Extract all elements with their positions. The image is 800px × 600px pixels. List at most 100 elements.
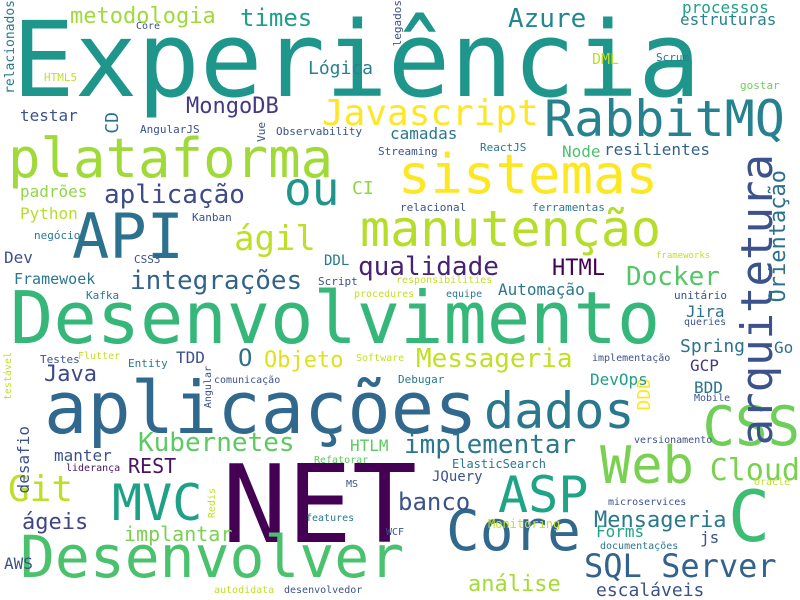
word-aplicacao: aplicação	[104, 180, 245, 210]
word-banco: banco	[398, 488, 471, 516]
word-implantar: implantar	[124, 522, 233, 546]
word-node: Node	[562, 142, 601, 161]
word-testar: testar	[20, 106, 78, 125]
word-integracoes: integrações	[130, 266, 303, 296]
word-qualidade: qualidade	[358, 252, 499, 282]
word-agil: ágil	[234, 219, 316, 259]
word-documentacoes: documentações	[600, 541, 679, 552]
word-software: Software	[356, 353, 405, 364]
word-desenvolver: Desenvolver	[20, 523, 405, 591]
word-ferramentas: ferramentas	[532, 201, 605, 214]
word-bdd: BDD	[694, 378, 723, 397]
word-features: features	[306, 513, 355, 524]
word-azure: Azure	[508, 4, 587, 34]
word-docker: Docker	[626, 262, 720, 292]
word-scrum: Scrum	[656, 51, 690, 64]
word-cloud: Cloud	[709, 453, 800, 488]
word-web: Web	[600, 436, 694, 496]
word-net: NET	[222, 443, 418, 568]
word-desenvolvedor: desenvolvedor	[284, 585, 363, 596]
word-elasticsearch: ElasticSearch	[452, 457, 546, 471]
word-javascript: Javascript	[322, 93, 539, 134]
word-api: API	[72, 200, 184, 273]
word-angularjs: AngularJS	[140, 123, 200, 136]
word-gcp: GCP	[690, 356, 719, 375]
word-resilientes: resilientes	[604, 140, 710, 159]
word-mensageria: Mensageria	[594, 508, 727, 533]
word-framewoek: Framewoek	[14, 270, 96, 288]
word-redis: Redis	[207, 488, 218, 519]
word-js: js	[700, 528, 720, 547]
word-automacao: Automação	[498, 280, 585, 299]
word-relacionados: relacionados	[3, 0, 18, 94]
word-dml: DML	[592, 50, 620, 68]
word-css: CSS	[702, 395, 800, 458]
word-sql-server: SQL Server	[584, 547, 777, 585]
word-aws: AWS	[4, 554, 33, 573]
word-testavel: testável	[3, 352, 14, 401]
word-experiencia: Experiência	[12, 0, 701, 121]
word-desafio: desafio	[14, 426, 33, 494]
word-html5: HTML5	[44, 71, 78, 84]
word-queries: queries	[684, 317, 727, 328]
word-ci: CI	[352, 178, 374, 199]
word-spring: Spring	[680, 336, 746, 357]
word-observability: Observability	[276, 125, 363, 138]
word-streaming: Streaming	[378, 145, 438, 158]
word-refatorar: Refatorar	[314, 455, 369, 466]
word-cd: CD	[102, 112, 123, 134]
word-analise: análise	[468, 572, 561, 597]
word-script: Script	[318, 275, 358, 288]
word-estruturas: estruturas	[680, 10, 777, 29]
word-oracle: Oracle	[754, 477, 791, 488]
word-reactjs: ReactJS	[480, 141, 527, 154]
word-monitoring: Monitoring	[488, 517, 561, 531]
word-core: Core	[136, 21, 161, 32]
word-legados: legados	[391, 0, 404, 47]
word-devops: DevOps	[590, 370, 648, 389]
word-wcf: WCF	[386, 527, 405, 538]
word-o: O	[238, 344, 253, 372]
word-negocio: negócio	[34, 229, 81, 242]
word-camadas: camadas	[390, 124, 458, 143]
word-kanban: Kanban	[192, 211, 232, 224]
word-aplicacoes: aplicações	[44, 366, 478, 450]
word-messageria: Messageria	[416, 344, 573, 374]
word-entity: Entity	[128, 357, 168, 370]
word-mvc: MVC	[112, 474, 203, 532]
word-manter: manter	[54, 446, 112, 465]
word-css3: CSS3	[134, 253, 161, 266]
word-microservices: microservices	[608, 497, 687, 508]
word-unitario: unitário	[674, 289, 727, 302]
word-c: C	[728, 476, 771, 558]
word-padroes: padrões	[20, 182, 88, 201]
word-dev: Dev	[4, 248, 33, 267]
word-htlm: HTLM	[350, 436, 389, 455]
word-autodidata: autodidata	[214, 585, 275, 596]
word-angular: Angular	[203, 366, 214, 409]
word-gostar: gostar	[740, 79, 780, 92]
word-debugar: Debugar	[398, 373, 445, 386]
word-versionamento: versionamento	[634, 435, 713, 446]
word-manutencao: manutenção	[360, 200, 662, 258]
word-objeto: Objeto	[264, 348, 344, 373]
word-implementar: implementar	[404, 430, 577, 460]
word-logica: Lógica	[308, 58, 374, 79]
word-tdd: TDD	[176, 348, 205, 367]
word-kafka: Kafka	[86, 289, 120, 302]
word-git: Git	[8, 469, 74, 510]
word-python: Python	[20, 204, 78, 223]
word-jquery: JQuery	[432, 469, 483, 485]
word-flutter: Flutter	[78, 351, 121, 362]
word-java: Java	[44, 362, 97, 387]
word-dados: dados	[484, 382, 635, 440]
word-asp: ASP	[498, 466, 589, 524]
word-plataforma: plataforma	[8, 127, 334, 190]
word-rabbitmq: RabbitMQ	[544, 90, 785, 148]
word-kubernetes: Kubernetes	[138, 428, 295, 458]
word-ddl: DDL	[324, 253, 350, 269]
word-ou: ou	[284, 162, 340, 216]
word-orientacao: Orientação	[766, 170, 791, 303]
word-core: Core	[446, 499, 581, 564]
